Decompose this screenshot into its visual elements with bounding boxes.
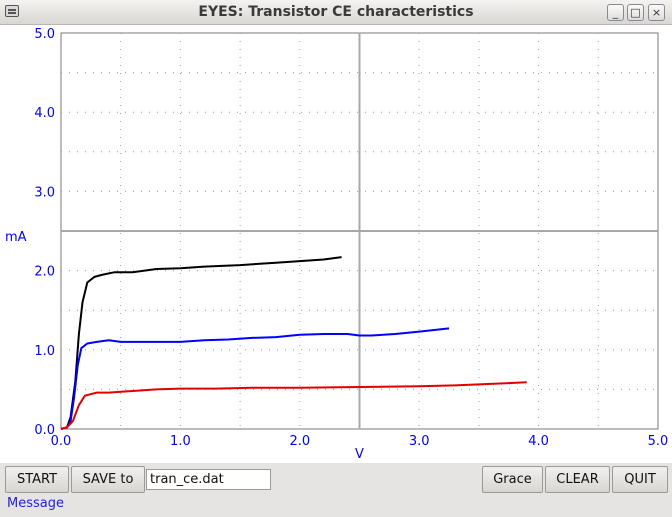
y-tick-label: 5.0 [34, 27, 55, 42]
y-tick-label: 1.0 [34, 344, 55, 359]
series-line-1 [60, 256, 342, 430]
y-tick-label: 2.0 [34, 265, 55, 280]
x-tick-label: 2.0 [289, 434, 310, 449]
save-to-button[interactable]: SAVE to [71, 466, 145, 493]
y-axis-label: mA [5, 230, 27, 245]
x-tick-label: 0.0 [51, 434, 72, 449]
grace-button[interactable]: Grace [482, 466, 543, 493]
minimize-button[interactable]: _ [607, 4, 624, 21]
window-menu-icon[interactable] [5, 5, 19, 17]
clear-button[interactable]: CLEAR [545, 466, 610, 493]
status-message: Message [7, 496, 64, 511]
y-tick-label: 0.0 [34, 423, 55, 438]
y-tick-label: 4.0 [34, 106, 55, 121]
x-axis-label: V [355, 447, 364, 462]
filename-input[interactable] [146, 469, 271, 490]
close-button[interactable]: × [648, 4, 665, 21]
quit-button[interactable]: QUIT [612, 466, 668, 493]
series-line-3 [60, 381, 527, 430]
y-tick-label: 3.0 [34, 185, 55, 200]
title-bar: EYES: Transistor CE characteristics _ □ … [0, 0, 672, 25]
x-tick-label: 4.0 [528, 434, 549, 449]
x-tick-label: 1.0 [170, 434, 191, 449]
series-line-2 [60, 327, 450, 430]
characteristics-chart: 0.0 1.0 2.0 3.0 4.0 5.0 0.0 1.0 2.0 3.0 4.0 5.0 VmA [5, 27, 669, 462]
start-button[interactable]: START [5, 466, 69, 493]
x-tick-label: 5.0 [648, 434, 669, 449]
x-tick-label: 3.0 [409, 434, 430, 449]
maximize-button[interactable]: □ [627, 4, 644, 21]
window-title: EYES: Transistor CE characteristics [198, 4, 474, 20]
